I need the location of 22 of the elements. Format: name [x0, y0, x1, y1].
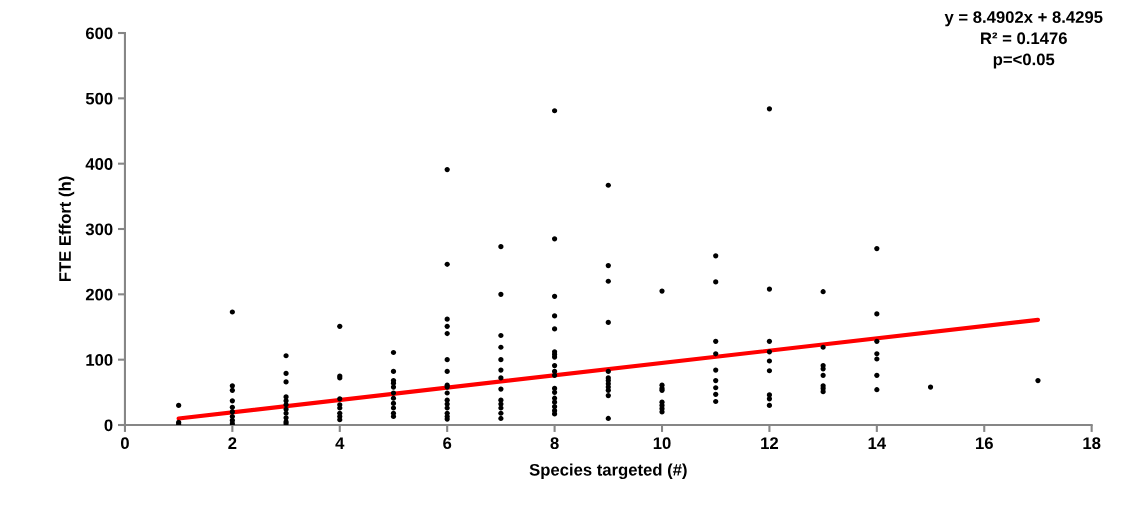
x-tick-label: 16	[976, 437, 993, 450]
annotation: R² = 0.1476	[981, 32, 1067, 45]
x-axis-title: Species targeted (#)	[529, 463, 687, 480]
y-tick-label: 300	[85, 223, 113, 236]
x-tick-label: 10	[653, 437, 671, 450]
x-tick-label: 12	[761, 437, 779, 449]
x-tick-label: 18	[1083, 437, 1101, 450]
y-tick-label: 0	[104, 419, 113, 432]
x-tick-label: 4	[335, 437, 345, 449]
y-tick-label: 200	[85, 288, 113, 301]
annotation: p=<0.05	[993, 53, 1055, 69]
y-tick-label: 500	[85, 92, 113, 105]
x-tick-label: 8	[550, 437, 559, 450]
text: y = 8.4902x + 8.4295	[944, 11, 1103, 27]
x-tick-label: 14	[868, 437, 887, 449]
x-tick-label: 2	[228, 437, 237, 449]
y-tick-label: 400	[85, 158, 113, 170]
y-tick-label: 100	[86, 354, 113, 366]
y-axis-title: FTE Effort (h)	[58, 176, 75, 282]
x-tick-label: 0	[120, 437, 129, 450]
x-tick-label: 6	[443, 437, 452, 450]
y-tick-label: 600	[85, 27, 113, 40]
